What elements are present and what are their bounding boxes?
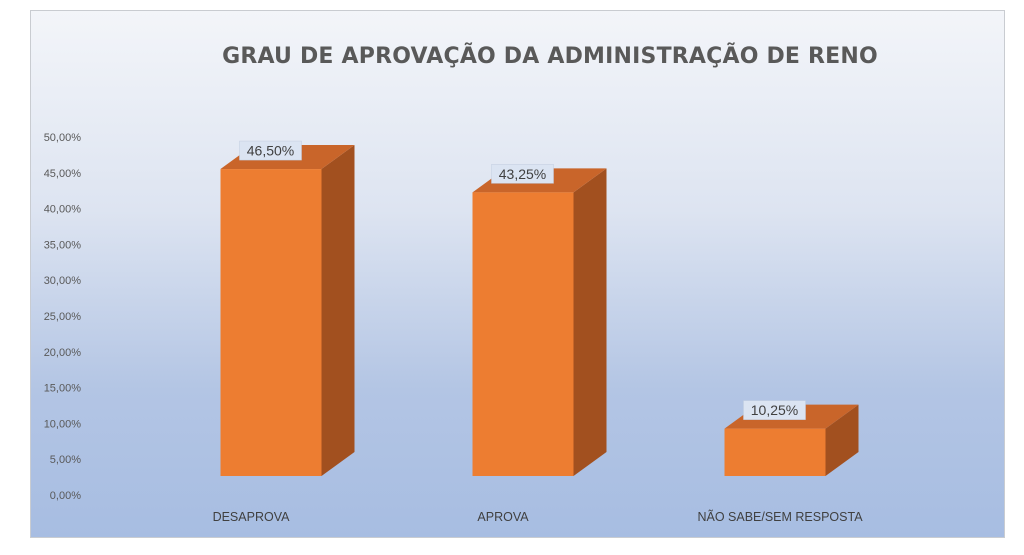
bar-side	[825, 404, 859, 476]
category-label: APROVA	[477, 510, 529, 524]
bar-group: 46,50%	[220, 140, 355, 476]
data-label: 10,25%	[751, 402, 798, 418]
bar-group: 43,25%	[472, 164, 607, 476]
data-label-box	[239, 140, 302, 161]
data-label-box	[491, 164, 554, 184]
y-tick-label: 45,00%	[44, 168, 82, 180]
data-label-box	[743, 400, 806, 420]
y-tick-label: 20,00%	[44, 347, 82, 359]
data-label: 43,25%	[499, 166, 546, 182]
bar	[220, 169, 322, 476]
data-label: 46,50%	[247, 143, 294, 159]
bar-side	[573, 168, 607, 476]
y-tick-label: 30,00%	[44, 275, 82, 287]
y-tick-label: 5,00%	[50, 454, 81, 466]
y-tick-label: 50,00%	[44, 132, 82, 144]
y-tick-label: 40,00%	[44, 204, 82, 216]
bar-group: 10,25%	[724, 400, 859, 476]
bar-side	[321, 145, 355, 476]
y-tick-label: 10,00%	[44, 418, 82, 430]
category-label: DESAPROVA	[213, 510, 291, 524]
y-tick-label: 15,00%	[44, 383, 82, 395]
chart-title: GRAU DE APROVAÇÃO DA ADMINISTRAÇÃO DE RE…	[222, 44, 878, 69]
bar	[724, 428, 826, 476]
category-label: NÃO SABE/SEM RESPOSTA	[697, 510, 863, 524]
y-tick-label: 0,00%	[50, 490, 81, 502]
y-tick-label: 35,00%	[44, 239, 82, 251]
y-tick-label: 25,00%	[44, 311, 82, 323]
bar	[472, 192, 574, 476]
